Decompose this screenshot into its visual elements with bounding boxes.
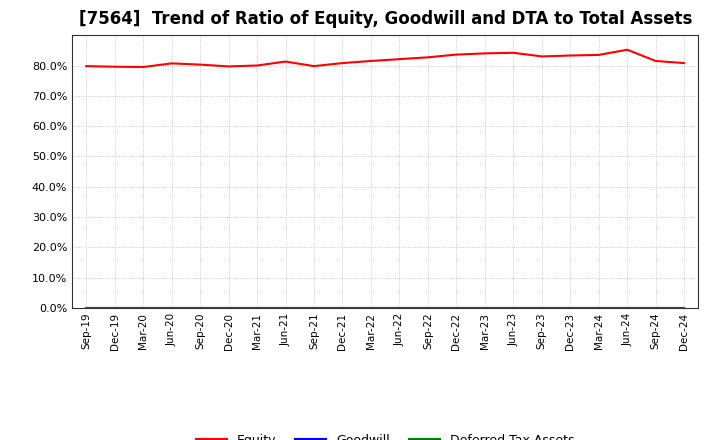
Title: [7564]  Trend of Ratio of Equity, Goodwill and DTA to Total Assets: [7564] Trend of Ratio of Equity, Goodwil… bbox=[78, 10, 692, 28]
Equity bbox=[338, 60, 347, 66]
Deferred Tax Assets bbox=[595, 305, 603, 311]
Equity bbox=[196, 62, 204, 67]
Deferred Tax Assets bbox=[196, 305, 204, 311]
Goodwill bbox=[196, 305, 204, 311]
Line: Equity: Equity bbox=[86, 50, 684, 67]
Equity bbox=[366, 59, 375, 64]
Goodwill bbox=[680, 305, 688, 311]
Equity bbox=[395, 56, 404, 62]
Goodwill bbox=[423, 305, 432, 311]
Goodwill bbox=[652, 305, 660, 311]
Deferred Tax Assets bbox=[537, 305, 546, 311]
Deferred Tax Assets bbox=[652, 305, 660, 311]
Deferred Tax Assets bbox=[566, 305, 575, 311]
Equity bbox=[423, 55, 432, 60]
Goodwill bbox=[566, 305, 575, 311]
Goodwill bbox=[139, 305, 148, 311]
Equity bbox=[452, 52, 461, 57]
Equity bbox=[680, 60, 688, 66]
Equity bbox=[310, 63, 318, 69]
Equity bbox=[623, 47, 631, 52]
Goodwill bbox=[509, 305, 518, 311]
Deferred Tax Assets bbox=[225, 305, 233, 311]
Goodwill bbox=[225, 305, 233, 311]
Equity bbox=[167, 61, 176, 66]
Deferred Tax Assets bbox=[338, 305, 347, 311]
Equity bbox=[509, 50, 518, 55]
Equity bbox=[537, 54, 546, 59]
Deferred Tax Assets bbox=[623, 305, 631, 311]
Goodwill bbox=[310, 305, 318, 311]
Goodwill bbox=[452, 305, 461, 311]
Deferred Tax Assets bbox=[82, 305, 91, 311]
Equity bbox=[480, 51, 489, 56]
Deferred Tax Assets bbox=[139, 305, 148, 311]
Goodwill bbox=[110, 305, 119, 311]
Equity bbox=[82, 63, 91, 69]
Goodwill bbox=[167, 305, 176, 311]
Equity bbox=[282, 59, 290, 64]
Deferred Tax Assets bbox=[395, 305, 404, 311]
Goodwill bbox=[282, 305, 290, 311]
Deferred Tax Assets bbox=[310, 305, 318, 311]
Equity bbox=[225, 64, 233, 69]
Deferred Tax Assets bbox=[509, 305, 518, 311]
Deferred Tax Assets bbox=[253, 305, 261, 311]
Goodwill bbox=[537, 305, 546, 311]
Deferred Tax Assets bbox=[480, 305, 489, 311]
Equity bbox=[139, 64, 148, 70]
Equity bbox=[652, 59, 660, 64]
Equity bbox=[253, 63, 261, 68]
Deferred Tax Assets bbox=[110, 305, 119, 311]
Goodwill bbox=[623, 305, 631, 311]
Equity bbox=[110, 64, 119, 70]
Goodwill bbox=[595, 305, 603, 311]
Deferred Tax Assets bbox=[282, 305, 290, 311]
Goodwill bbox=[82, 305, 91, 311]
Legend: Equity, Goodwill, Deferred Tax Assets: Equity, Goodwill, Deferred Tax Assets bbox=[191, 429, 580, 440]
Goodwill bbox=[253, 305, 261, 311]
Deferred Tax Assets bbox=[167, 305, 176, 311]
Goodwill bbox=[395, 305, 404, 311]
Deferred Tax Assets bbox=[680, 305, 688, 311]
Goodwill bbox=[480, 305, 489, 311]
Equity bbox=[566, 53, 575, 58]
Goodwill bbox=[366, 305, 375, 311]
Deferred Tax Assets bbox=[366, 305, 375, 311]
Deferred Tax Assets bbox=[423, 305, 432, 311]
Equity bbox=[595, 52, 603, 58]
Deferred Tax Assets bbox=[452, 305, 461, 311]
Goodwill bbox=[338, 305, 347, 311]
